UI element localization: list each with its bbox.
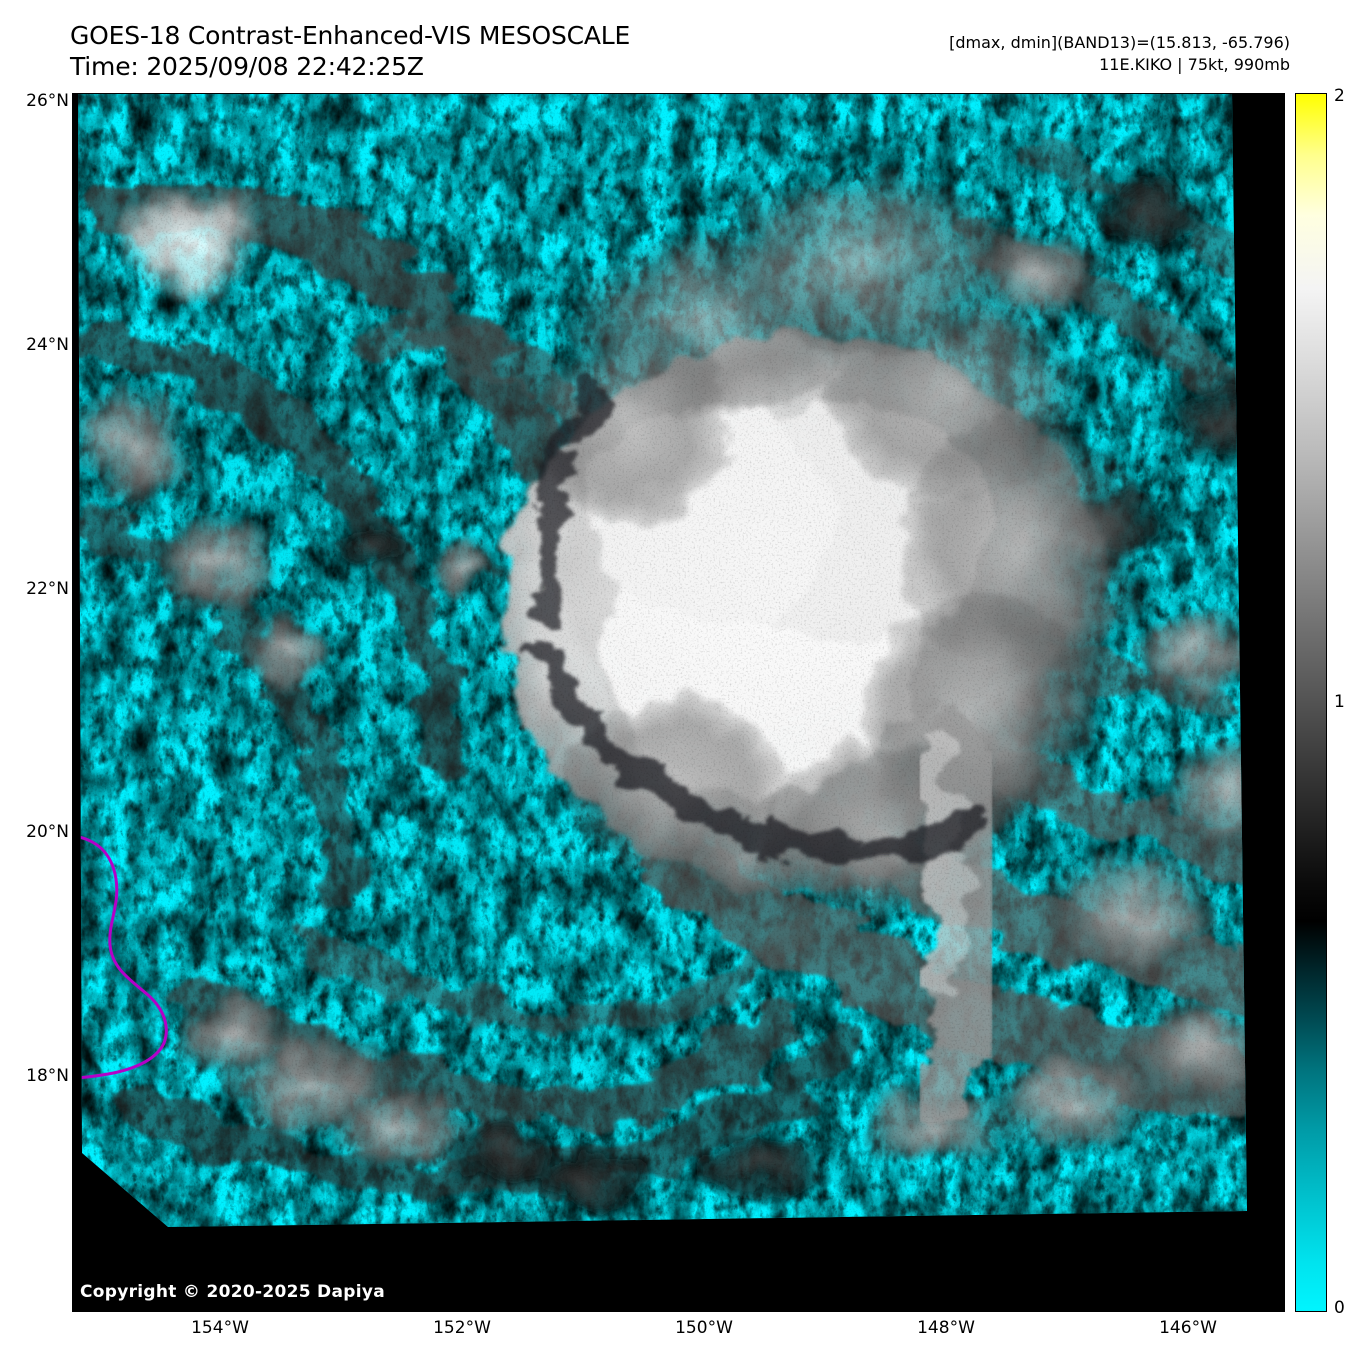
warning-contour-line bbox=[78, 833, 168, 1081]
xtick-label-150w: 150°W bbox=[675, 1318, 733, 1338]
data-range-annotation: [dmax, dmin](BAND13)=(15.813, -65.796) bbox=[949, 33, 1290, 52]
ytick-label-22n: 22°N bbox=[26, 579, 69, 599]
xtick-label-148w: 148°W bbox=[917, 1318, 975, 1338]
header-left-block: GOES-18 Contrast-Enhanced-VIS MESOSCALE … bbox=[70, 20, 630, 82]
colorbar[interactable] bbox=[1295, 93, 1327, 1312]
xtick-label-154w: 154°W bbox=[191, 1318, 249, 1338]
ytick-label-20n: 20°N bbox=[26, 822, 69, 842]
copyright-watermark: Copyright © 2020-2025 Dapiya bbox=[80, 1282, 385, 1302]
ytick-label-26n: 26°N bbox=[26, 91, 69, 111]
ytick-label-18n: 18°N bbox=[26, 1066, 69, 1086]
xtick-label-152w: 152°W bbox=[433, 1318, 491, 1338]
satellite-plot-area[interactable] bbox=[72, 93, 1285, 1312]
header-right-block: [dmax, dmin](BAND13)=(15.813, -65.796) 1… bbox=[949, 32, 1290, 76]
colorbar-tick-0: 0 bbox=[1334, 1298, 1345, 1318]
satellite-swath bbox=[78, 93, 1247, 1227]
ytick-label-24n: 24°N bbox=[26, 335, 69, 355]
satellite-imagery bbox=[72, 93, 1285, 1312]
observation-time: Time: 2025/09/08 22:42:25Z bbox=[70, 52, 424, 81]
sensor-grain bbox=[78, 93, 1247, 1227]
page-title: GOES-18 Contrast-Enhanced-VIS MESOSCALE bbox=[70, 21, 631, 50]
storm-info-annotation: 11E.KIKO | 75kt, 990mb bbox=[1099, 55, 1290, 74]
xtick-label-146w: 146°W bbox=[1159, 1318, 1217, 1338]
colorbar-tick-1: 1 bbox=[1334, 692, 1345, 712]
colorbar-tick-2: 2 bbox=[1334, 86, 1345, 106]
